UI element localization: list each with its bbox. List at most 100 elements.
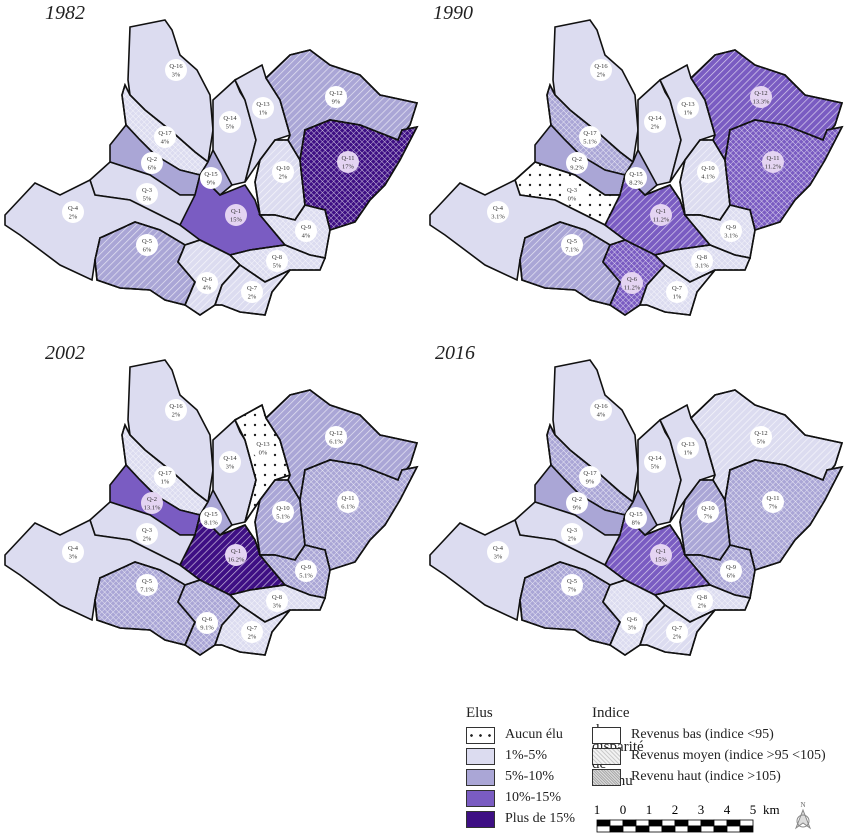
label-badge [241, 621, 263, 643]
label-badge [697, 161, 719, 183]
scale-segment [687, 819, 702, 827]
district-code: Q-10 [276, 165, 289, 172]
label-badge [697, 501, 719, 523]
district-code: Q-16 [169, 63, 183, 70]
scale-segment [713, 825, 728, 833]
district-label: Q-12 6.1% [325, 426, 347, 448]
label-badge [720, 560, 742, 582]
scale-segment [648, 825, 663, 833]
label-badge [561, 234, 583, 256]
label-badge [487, 201, 509, 223]
label-badge [141, 492, 163, 514]
district-label: Q-35% [136, 183, 158, 205]
district-label: Q-32% [136, 523, 158, 545]
district-value: 4% [203, 285, 212, 292]
district-value: 1% [673, 294, 682, 301]
district-label: Q-12 9% [325, 86, 347, 108]
year-label: 2002 [45, 342, 85, 364]
district-q-5 [94, 221, 196, 306]
label-badge [295, 560, 317, 582]
legend-swatch [466, 768, 495, 786]
label-badge [561, 183, 583, 205]
district-code: Q-14 [223, 455, 237, 462]
district-value: 9% [332, 99, 341, 106]
district-value: 2% [143, 536, 152, 543]
district-code: Q-5 [142, 578, 152, 585]
district-label: Q-11 17% [337, 151, 359, 173]
district-code: Q-4 [68, 545, 79, 552]
district-label: Q-17 5.1% [579, 126, 601, 148]
district-code: Q-12 [329, 90, 342, 97]
label-badge [136, 234, 158, 256]
label-badge [225, 204, 247, 226]
district-value: 4% [302, 233, 311, 240]
label-badge [136, 574, 158, 596]
district-code: Q-6 [627, 276, 638, 283]
district-code: Q-15 [629, 171, 642, 178]
district-code: Q-3 [142, 187, 152, 194]
district-label: Q-63% [621, 612, 643, 634]
legend-swatch [466, 789, 495, 807]
district-code: Q-16 [594, 63, 608, 70]
district-code: Q-13 [681, 441, 694, 448]
district-code: Q-15 [629, 511, 642, 518]
district-label: Q-96% [720, 560, 742, 582]
district-code: Q-9 [301, 564, 311, 571]
legend-item-c5_10: 5%-10% [466, 768, 554, 786]
district-label: Q-5 7.1% [561, 234, 583, 256]
label-badge [625, 167, 647, 189]
scale-segment [726, 825, 741, 833]
district-value: 15% [655, 557, 668, 564]
scale-segment [713, 819, 728, 827]
district-map: Q-164%Q-179%Q-29%Q-32%Q-43%Q-57%Q-115%Q-… [429, 359, 844, 656]
district-code: Q-6 [202, 276, 213, 283]
legend-label: 1%-5% [505, 748, 547, 763]
district-label: Q-43% [487, 541, 509, 563]
district-label: Q-9 3.1% [720, 220, 742, 242]
scale-segment [609, 825, 624, 833]
district-code: Q-15 [204, 511, 217, 518]
label-badge [579, 126, 601, 148]
label-badge [241, 281, 263, 303]
district-code: Q-6 [627, 616, 638, 623]
scale-segment [596, 819, 611, 827]
district-value: 5% [273, 263, 282, 270]
label-badge [252, 437, 274, 459]
district-code: Q-4 [493, 545, 504, 552]
district-code: Q-17 [158, 130, 172, 137]
scale-segment [661, 819, 676, 827]
label-badge [579, 466, 601, 488]
scale-segment [739, 819, 754, 827]
district-code: Q-17 [158, 470, 172, 477]
district-label: Q-12 13.3% [750, 86, 772, 108]
district-q-11 [299, 119, 419, 232]
scale-segment [700, 825, 715, 833]
district-value: 1% [684, 110, 693, 117]
district-label: Q-42% [62, 201, 84, 223]
district-value: 6% [143, 247, 152, 254]
scale-segment [648, 819, 663, 827]
label-badge [650, 544, 672, 566]
district-value: 2% [248, 294, 257, 301]
label-badge [750, 426, 772, 448]
scale-tick: 4 [724, 802, 731, 817]
district-value: 6% [148, 165, 157, 172]
district-value: 17% [342, 164, 355, 171]
district-value: 6% [727, 573, 736, 580]
district-code: Q-12 [754, 90, 767, 97]
district-code: Q-7 [247, 625, 258, 632]
district-label: Q-6 9.1% [196, 612, 218, 634]
label-badge [154, 466, 176, 488]
scale-tick: 2 [672, 802, 679, 817]
district-label: Q-57% [561, 574, 583, 596]
district-label: Q-13 1% [677, 97, 699, 119]
district-code: Q-1 [656, 548, 666, 555]
district-code: Q-7 [672, 625, 683, 632]
district-value: 9% [207, 180, 216, 187]
scale-segment [700, 819, 715, 827]
scale-tick: 1 [646, 802, 653, 817]
district-code: Q-16 [594, 403, 608, 410]
district-code: Q-17 [583, 470, 597, 477]
district-code: Q-3 [567, 527, 577, 534]
label-badge [325, 426, 347, 448]
